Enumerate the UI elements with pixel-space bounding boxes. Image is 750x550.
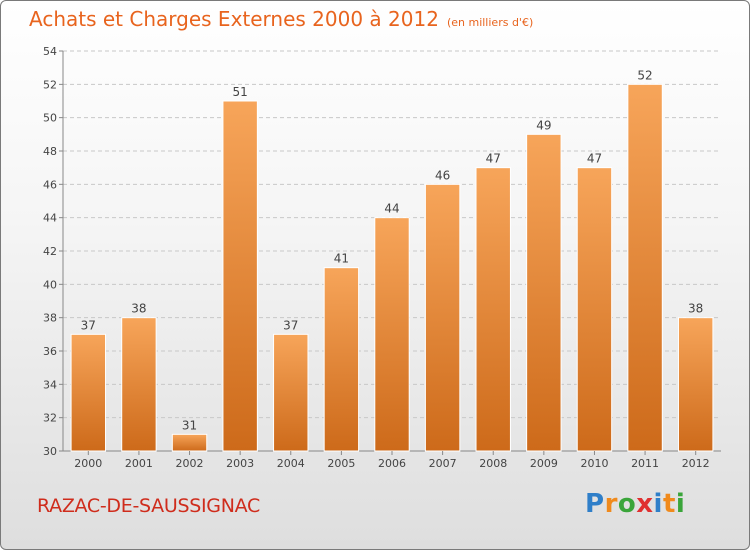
bar-value-label: 52 bbox=[637, 68, 652, 82]
proxiti-logo: Proxiti bbox=[585, 489, 685, 519]
y-tick-label: 32 bbox=[43, 412, 57, 425]
logo-letter: r bbox=[604, 489, 618, 519]
bar bbox=[121, 317, 157, 452]
bar-value-label: 37 bbox=[81, 318, 96, 332]
bar bbox=[424, 183, 461, 452]
chart-title: Achats et Charges Externes 2000 à 2012 (e… bbox=[29, 7, 533, 31]
x-tick-label: 2006 bbox=[378, 457, 406, 470]
bar-value-label: 46 bbox=[435, 168, 450, 182]
y-tick-label: 30 bbox=[43, 445, 57, 458]
x-tick-label: 2000 bbox=[74, 457, 102, 470]
bar-value-label: 38 bbox=[131, 302, 146, 316]
x-tick-label: 2011 bbox=[631, 457, 659, 470]
y-tick-label: 44 bbox=[43, 212, 57, 225]
logo-letter: t bbox=[662, 489, 676, 519]
bar bbox=[273, 333, 309, 452]
bar bbox=[323, 267, 360, 452]
x-tick-label: 2003 bbox=[226, 457, 254, 470]
x-tick-label: 2010 bbox=[580, 457, 608, 470]
bar-value-label: 51 bbox=[233, 85, 248, 99]
y-tick-label: 48 bbox=[43, 145, 57, 158]
location-name: RAZAC-DE-SAUSSIGNAC bbox=[37, 495, 260, 517]
bar-value-label: 44 bbox=[384, 202, 399, 216]
x-tick-label: 2001 bbox=[125, 457, 153, 470]
logo-letter: o bbox=[617, 489, 637, 519]
chart-title-text: Achats et Charges Externes 2000 à 2012 bbox=[29, 7, 439, 31]
logo-letter: P bbox=[585, 489, 605, 519]
bar-value-label: 47 bbox=[587, 152, 602, 166]
bar bbox=[70, 333, 107, 452]
bar-value-label: 38 bbox=[688, 302, 703, 316]
y-tick-label: 42 bbox=[43, 245, 57, 258]
y-tick-label: 46 bbox=[43, 178, 57, 191]
logo-letter: i bbox=[675, 489, 686, 519]
bar bbox=[576, 167, 613, 452]
y-tick-label: 40 bbox=[43, 278, 57, 291]
x-tick-label: 2005 bbox=[327, 457, 355, 470]
bar bbox=[677, 317, 714, 452]
bar-value-label: 41 bbox=[334, 252, 349, 266]
y-tick-label: 36 bbox=[43, 345, 57, 358]
x-tick-label: 2012 bbox=[682, 457, 710, 470]
bar-value-label: 31 bbox=[182, 418, 197, 432]
y-tick-label: 54 bbox=[43, 45, 57, 58]
chart-subtitle: (en milliers d'€) bbox=[446, 16, 534, 29]
x-tick-label: 2007 bbox=[429, 457, 457, 470]
x-tick-label: 2009 bbox=[530, 457, 558, 470]
y-tick-label: 38 bbox=[43, 312, 57, 325]
bar-value-label: 49 bbox=[536, 118, 551, 132]
x-tick-label: 2004 bbox=[277, 457, 305, 470]
y-tick-label: 52 bbox=[43, 78, 57, 91]
x-tick-label: 2008 bbox=[479, 457, 507, 470]
logo-letter: i bbox=[653, 489, 663, 519]
bar-value-label: 47 bbox=[486, 152, 501, 166]
bar bbox=[374, 217, 410, 452]
bar bbox=[526, 133, 562, 452]
bar bbox=[475, 167, 511, 452]
y-tick-label: 34 bbox=[43, 378, 57, 391]
bar bbox=[222, 100, 258, 452]
bar-value-label: 37 bbox=[283, 318, 298, 332]
bar bbox=[627, 83, 663, 452]
logo-letter: x bbox=[636, 489, 654, 519]
y-tick-label: 50 bbox=[43, 112, 57, 125]
x-tick-label: 2002 bbox=[176, 457, 204, 470]
bar bbox=[171, 433, 208, 452]
